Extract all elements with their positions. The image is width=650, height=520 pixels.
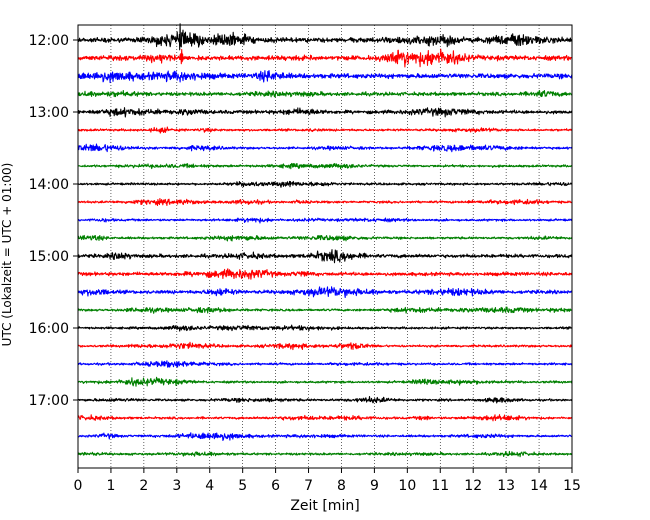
x-tick-label: 3 xyxy=(172,478,181,494)
trace-1645 xyxy=(77,376,573,387)
trace-1615 xyxy=(77,341,573,351)
y-tick-label: 12:00 xyxy=(29,33,69,49)
x-tick-label: 9 xyxy=(370,478,379,494)
trace-1715 xyxy=(77,414,573,422)
trace-1515 xyxy=(77,268,573,280)
x-tick-label: 15 xyxy=(563,478,581,494)
trace-1330 xyxy=(77,143,573,153)
trace-1415 xyxy=(77,198,573,207)
x-tick-label: 2 xyxy=(139,478,148,494)
trace-1700 xyxy=(77,396,573,404)
trace-1545 xyxy=(77,306,573,314)
trace-1500 xyxy=(77,249,573,264)
trace-1430 xyxy=(77,217,573,224)
x-tick-label: 6 xyxy=(271,478,280,494)
y-tick-label: 17:00 xyxy=(29,393,69,409)
x-tick-label: 0 xyxy=(74,478,83,494)
x-tick-label: 4 xyxy=(205,478,214,494)
plot-frame xyxy=(77,24,573,469)
x-tick-label: 11 xyxy=(431,478,449,494)
y-axis: 12:00 13:00 14:00 15:00 16:00 17:00 xyxy=(29,33,78,409)
trace-1315 xyxy=(77,126,573,134)
trace-1215 xyxy=(77,48,573,68)
x-tick-label: 12 xyxy=(464,478,482,494)
trace-group xyxy=(77,23,573,458)
trace-1245 xyxy=(77,89,573,98)
trace-1445 xyxy=(77,234,573,242)
trace-1230 xyxy=(77,70,573,84)
x-tick-label: 14 xyxy=(530,478,548,494)
trace-1600 xyxy=(77,324,573,332)
trace-1345 xyxy=(77,162,573,170)
y-tick-label: 16:00 xyxy=(29,321,69,337)
x-axis: 0 1 2 3 4 5 6 7 8 9 10 11 12 13 14 15 xyxy=(74,468,581,494)
y-axis-label: UTC (Lokalzeit = UTC + 01:00) xyxy=(0,163,14,347)
x-tick-label: 10 xyxy=(398,478,416,494)
trace-1730 xyxy=(77,432,573,441)
trace-1530 xyxy=(77,286,573,299)
x-tick-label: 8 xyxy=(337,478,346,494)
trace-1630 xyxy=(77,360,573,368)
trace-1300 xyxy=(77,107,573,118)
x-tick-label: 13 xyxy=(497,478,515,494)
y-tick-label: 14:00 xyxy=(29,177,69,193)
y-tick-label: 15:00 xyxy=(29,249,69,265)
x-tick-label: 5 xyxy=(238,478,247,494)
trace-1200 xyxy=(77,23,573,51)
x-axis-label: Zeit [min] xyxy=(290,498,359,514)
x-tick-label: 7 xyxy=(304,478,313,494)
y-tick-label: 13:00 xyxy=(29,105,69,121)
grid xyxy=(110,25,540,468)
trace-1745 xyxy=(77,450,573,458)
trace-1400 xyxy=(77,180,573,188)
x-tick-label: 1 xyxy=(106,478,115,494)
